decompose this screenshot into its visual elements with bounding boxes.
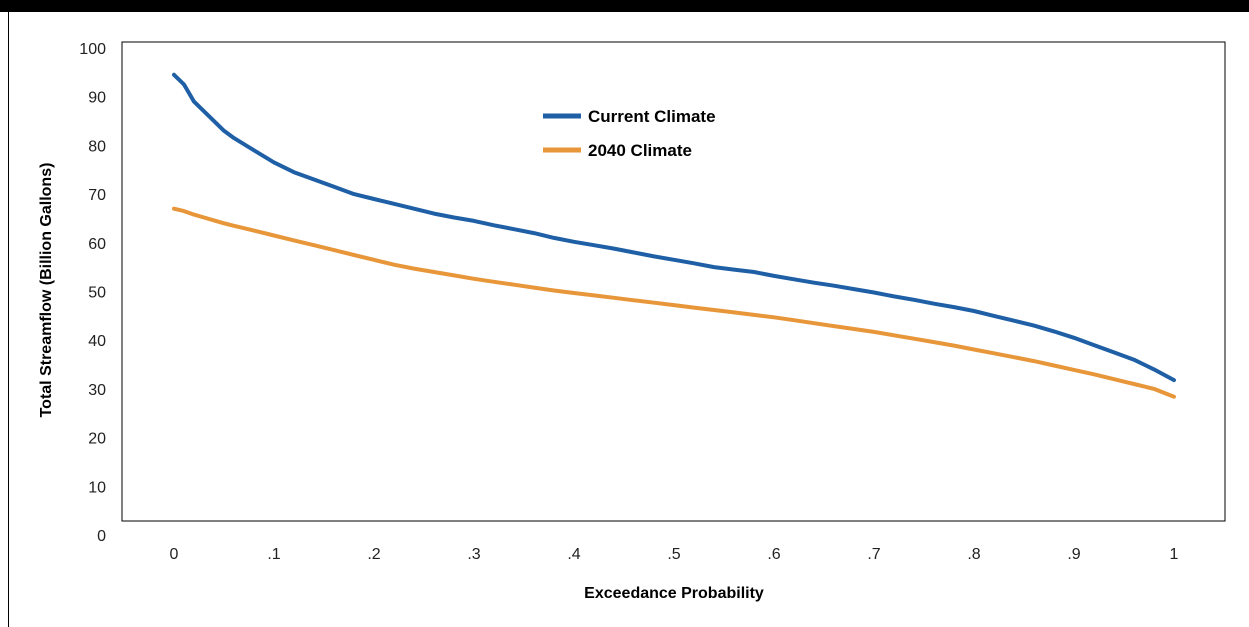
x-axis-title: Exceedance Probability [584, 585, 764, 602]
plot-area-frame [121, 41, 1226, 522]
series-line [172, 72, 1176, 383]
x-tick-label: 0 [170, 546, 179, 563]
y-tick-label: 70 [88, 187, 106, 204]
y-axis-title: Total Streamflow (Billion Gallons) [38, 163, 55, 418]
x-tick-label: 1 [1170, 546, 1179, 563]
x-axis-ticks: 0 .1 .2 .3 .4 .5 .6 .7 .8 .9 1 [170, 546, 1179, 563]
y-tick-label: 80 [88, 138, 106, 155]
y-axis-ticks: 0 10 20 30 40 50 60 70 80 90 100 [79, 41, 106, 545]
y-tick-label: 0 [97, 528, 106, 545]
y-tick-label: 50 [88, 285, 106, 302]
y-tick-label: 20 [88, 431, 106, 448]
top-black-bar [0, 0, 1249, 12]
x-tick-label: .8 [967, 546, 980, 563]
y-tick-label: 40 [88, 333, 106, 350]
x-tick-label: .9 [1067, 546, 1080, 563]
x-tick-label: .2 [367, 546, 380, 563]
x-tick-label: .3 [467, 546, 480, 563]
legend: Current Climate 2040 Climate [543, 107, 716, 160]
y-tick-label: 100 [79, 41, 106, 58]
series-lines [172, 72, 1176, 399]
x-tick-label: .6 [767, 546, 780, 563]
y-tick-label: 10 [88, 479, 106, 496]
x-tick-label: .4 [567, 546, 580, 563]
x-tick-label: .7 [867, 546, 880, 563]
y-tick-label: 30 [88, 382, 106, 399]
x-tick-label: .5 [667, 546, 680, 563]
legend-label: Current Climate [588, 107, 716, 126]
y-tick-label: 90 [88, 90, 106, 107]
y-tick-label: 60 [88, 236, 106, 253]
x-tick-label: .1 [267, 546, 280, 563]
legend-label: 2040 Climate [588, 141, 692, 160]
left-border-rule [8, 12, 9, 627]
series-line [172, 206, 1176, 399]
